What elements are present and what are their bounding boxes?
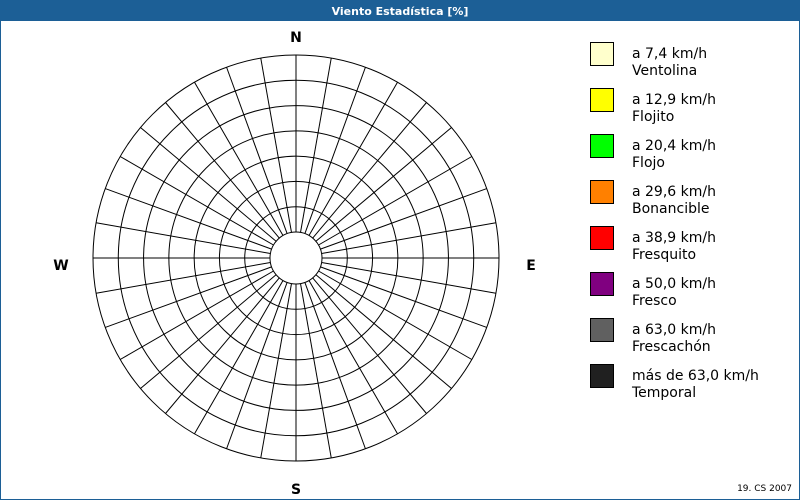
- spoke-line: [95, 262, 271, 294]
- legend-swatch: [590, 42, 614, 66]
- legend-name: Flojo: [632, 155, 665, 171]
- spoke-line: [315, 127, 452, 242]
- legend-item: a 7,4 km/h Ventolina: [632, 46, 707, 80]
- legend-range: a 38,9 km/h: [632, 230, 716, 246]
- legend-range: más de 63,0 km/h: [632, 368, 759, 384]
- spoke-line: [304, 67, 366, 234]
- spoke-line: [226, 282, 288, 449]
- legend-swatch: [590, 226, 614, 250]
- spoke-line: [95, 222, 271, 254]
- spoke-line: [320, 188, 487, 250]
- spoke-line: [300, 57, 332, 233]
- legend-swatch: [590, 318, 614, 342]
- ring-circle: [244, 206, 348, 310]
- legend-name: Fresquito: [632, 247, 697, 263]
- spoke-line: [119, 270, 274, 360]
- spoke-line: [194, 280, 284, 435]
- ring-circle: [168, 130, 424, 386]
- spoke-line: [105, 266, 272, 328]
- legend-range: a 12,9 km/h: [632, 92, 716, 108]
- center-circle: [269, 231, 323, 285]
- legend-swatch: [590, 134, 614, 158]
- legend-item: a 50,0 km/h Fresco: [632, 276, 716, 310]
- legend-name: Bonancible: [632, 201, 710, 217]
- footer-text: 19. CS 2007: [737, 484, 792, 494]
- label-south: S: [291, 482, 301, 498]
- legend-item: a 63,0 km/h Frescachón: [632, 322, 716, 356]
- spoke-line: [165, 102, 280, 239]
- ring-circle: [143, 105, 449, 411]
- spoke-line: [312, 102, 427, 239]
- spoke-line: [315, 274, 452, 389]
- spoke-line: [308, 81, 398, 236]
- window-title: Viento Estadística [%]: [1, 1, 799, 21]
- legend-name: Fresco: [632, 293, 677, 309]
- legend-item: a 38,9 km/h Fresquito: [632, 230, 716, 264]
- spoke-line: [194, 81, 284, 236]
- spoke-line: [260, 283, 292, 459]
- legend-range: a 29,6 km/h: [632, 184, 716, 200]
- spoke-line: [165, 277, 280, 414]
- label-east: E: [526, 258, 536, 274]
- legend-swatch: [590, 180, 614, 204]
- spoke-line: [119, 156, 274, 246]
- label-west: W: [53, 258, 68, 274]
- spoke-line: [308, 280, 398, 435]
- legend-name: Ventolina: [632, 63, 698, 79]
- label-north: N: [290, 30, 302, 46]
- legend-range: a 50,0 km/h: [632, 276, 716, 292]
- legend-item: más de 63,0 km/h Temporal: [632, 368, 759, 402]
- spoke-line: [318, 156, 473, 246]
- spoke-line: [226, 67, 288, 234]
- spoke-line: [312, 277, 427, 414]
- spoke-line: [320, 266, 487, 328]
- spoke-line: [300, 283, 332, 459]
- legend-name: Frescachón: [632, 339, 711, 355]
- legend-range: a 20,4 km/h: [632, 138, 716, 154]
- legend-name: Flojito: [632, 109, 675, 125]
- legend-range: a 7,4 km/h: [632, 46, 708, 62]
- spoke-line: [304, 282, 366, 449]
- legend-item: a 12,9 km/h Flojito: [632, 92, 716, 126]
- spoke-line: [140, 127, 277, 242]
- legend-item: a 29,6 km/h Bonancible: [632, 184, 716, 218]
- legend-swatch: [590, 364, 614, 388]
- legend-swatch: [590, 88, 614, 112]
- spoke-line: [140, 274, 277, 389]
- spoke-line: [260, 57, 292, 233]
- ring-circle: [193, 155, 399, 361]
- legend-swatch: [590, 272, 614, 296]
- spoke-line: [318, 270, 473, 360]
- spoke-line: [105, 188, 272, 250]
- legend-name: Temporal: [632, 385, 697, 401]
- ring-circle: [218, 180, 374, 336]
- ring-circle: [92, 54, 500, 462]
- ring-circle: [117, 79, 475, 437]
- legend-item: a 20,4 km/h Flojo: [632, 138, 716, 172]
- spoke-line: [321, 222, 497, 254]
- legend-range: a 63,0 km/h: [632, 322, 716, 338]
- spoke-line: [321, 262, 497, 294]
